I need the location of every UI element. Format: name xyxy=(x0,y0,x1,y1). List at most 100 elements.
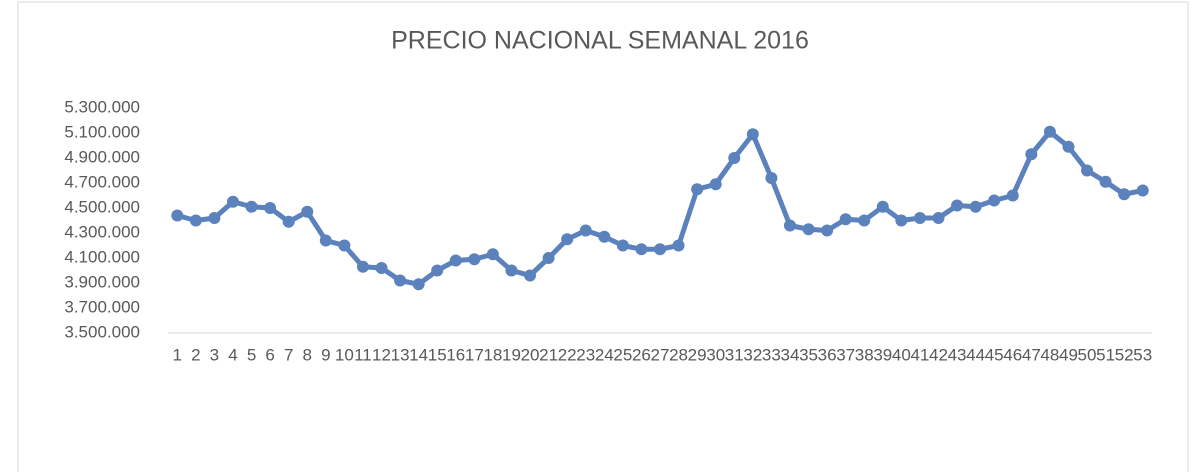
x-tick-label: 35 xyxy=(799,345,818,364)
marker xyxy=(839,213,852,226)
marker xyxy=(356,260,369,273)
marker xyxy=(468,253,481,266)
y-tick-label: 4.300.000 xyxy=(64,222,140,241)
marker xyxy=(1136,184,1149,197)
marker xyxy=(412,278,425,291)
x-tick-label: 41 xyxy=(910,345,929,364)
x-tick-label: 14 xyxy=(409,345,428,364)
y-tick-label: 4.100.000 xyxy=(64,247,140,266)
marker xyxy=(969,200,982,213)
x-tick-label: 16 xyxy=(446,345,465,364)
x-tick-label: 7 xyxy=(284,345,293,364)
x-tick-label: 50 xyxy=(1078,345,1097,364)
chart-title: PRECIO NACIONAL SEMANAL 2016 xyxy=(391,27,809,55)
y-tick-label: 4.500.000 xyxy=(64,197,140,216)
x-tick-label: 27 xyxy=(651,345,670,364)
marker xyxy=(1062,140,1075,153)
x-tick-label: 22 xyxy=(558,345,577,364)
marker xyxy=(1043,125,1056,138)
x-tick-label: 47 xyxy=(1022,345,1041,364)
x-tick-label: 8 xyxy=(303,345,312,364)
marker xyxy=(1081,164,1094,177)
marker xyxy=(264,202,277,214)
marker xyxy=(876,200,889,213)
x-tick-label: 38 xyxy=(855,345,874,364)
marker xyxy=(765,172,778,184)
x-tick-label: 46 xyxy=(1003,345,1022,364)
marker xyxy=(338,239,351,252)
marker xyxy=(1099,175,1112,188)
marker xyxy=(449,254,462,267)
x-tick-label: 52 xyxy=(1115,345,1134,364)
x-tick-label: 44 xyxy=(966,345,985,364)
marker xyxy=(895,214,908,227)
x-tick-label: 32 xyxy=(743,345,762,364)
x-tick-label: 53 xyxy=(1133,345,1152,364)
y-tick-label: 4.900.000 xyxy=(64,147,140,166)
x-tick-label: 39 xyxy=(873,345,892,364)
marker xyxy=(913,212,926,224)
marker xyxy=(691,183,704,196)
x-tick-label: 2 xyxy=(191,345,200,364)
x-tick-label: 9 xyxy=(321,345,330,364)
x-tick-label: 48 xyxy=(1040,345,1059,364)
y-tick-label: 5.300.000 xyxy=(64,97,140,116)
marker xyxy=(542,252,555,264)
x-tick-label: 31 xyxy=(725,345,744,364)
marker xyxy=(858,214,871,227)
x-tick-label: 33 xyxy=(762,345,781,364)
marker xyxy=(635,243,648,256)
x-tick-label: 34 xyxy=(781,345,800,364)
x-tick-label: 29 xyxy=(688,345,707,364)
x-tick-label: 11 xyxy=(354,345,372,364)
marker xyxy=(505,264,518,277)
x-tick-label: 28 xyxy=(669,345,688,364)
x-tick-label: 40 xyxy=(892,345,911,364)
x-tick-label: 13 xyxy=(391,345,410,364)
x-tick-label: 51 xyxy=(1096,345,1115,364)
marker xyxy=(486,248,499,261)
y-tick-label: 4.700.000 xyxy=(64,172,140,191)
x-tick-label: 17 xyxy=(465,345,484,364)
marker xyxy=(654,243,666,256)
marker xyxy=(301,205,314,218)
y-tick-label: 3.500.000 xyxy=(64,322,140,341)
marker xyxy=(245,200,258,213)
marker xyxy=(189,214,202,227)
x-tick-label: 42 xyxy=(929,345,948,364)
marker xyxy=(802,223,815,236)
marker xyxy=(171,209,184,222)
marker xyxy=(746,128,759,141)
marker xyxy=(208,212,221,224)
x-tick-label: 18 xyxy=(483,345,502,364)
marker xyxy=(821,224,834,237)
x-tick-label: 37 xyxy=(836,345,855,364)
x-tick-label: 30 xyxy=(706,345,725,364)
marker xyxy=(579,224,592,237)
marker xyxy=(1025,148,1038,161)
marker xyxy=(282,215,295,228)
x-tick-label: 10 xyxy=(335,345,354,364)
marker xyxy=(932,212,945,224)
x-tick-label: 19 xyxy=(502,345,521,364)
x-tick-label: 45 xyxy=(985,345,1004,364)
marker xyxy=(598,230,611,243)
marker xyxy=(561,233,574,246)
marker xyxy=(1118,188,1131,201)
x-tick-label: 21 xyxy=(539,345,558,364)
x-tick-label: 4 xyxy=(228,345,237,364)
x-tick-label: 26 xyxy=(632,345,651,364)
x-tick-label: 36 xyxy=(818,345,837,364)
marker xyxy=(431,264,444,277)
marker xyxy=(226,195,239,208)
marker xyxy=(524,269,537,282)
x-tick-label: 24 xyxy=(595,345,614,364)
x-tick-label: 1 xyxy=(173,345,182,364)
marker xyxy=(728,152,741,164)
marker xyxy=(616,239,629,252)
marker xyxy=(375,262,388,274)
x-tick-label: 3 xyxy=(210,345,219,364)
x-tick-label: 49 xyxy=(1059,345,1078,364)
marker xyxy=(1006,189,1019,202)
